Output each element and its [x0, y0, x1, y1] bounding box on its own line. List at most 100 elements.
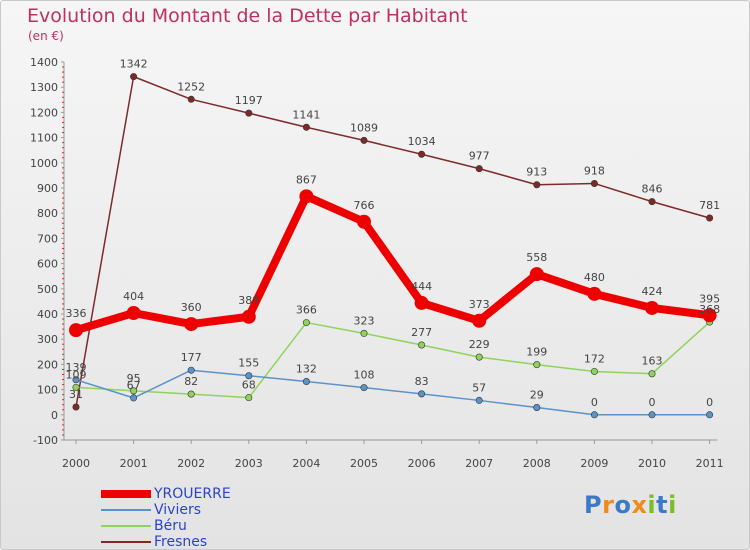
- series-lines: [69, 73, 717, 419]
- data-label: 0: [591, 396, 598, 409]
- data-point: [418, 390, 426, 398]
- data-label: 366: [296, 304, 317, 317]
- data-point: [418, 341, 426, 349]
- y-minor-tick: [62, 434, 64, 436]
- y-tick-label: 700: [37, 232, 58, 245]
- logo-letter: o: [614, 491, 632, 519]
- y-minor-tick: [62, 121, 64, 123]
- data-point: [130, 387, 138, 395]
- data-label: 0: [706, 396, 713, 409]
- y-minor-tick: [62, 227, 64, 229]
- data-point: [475, 396, 483, 404]
- x-tick-label: 2003: [235, 457, 263, 470]
- y-minor-tick: [62, 76, 64, 78]
- data-label: 867: [296, 173, 317, 186]
- x-tick-label: 2010: [638, 457, 666, 470]
- y-minor-tick: [62, 373, 64, 375]
- y-minor-tick: [62, 394, 64, 396]
- y-minor-tick: [62, 71, 64, 73]
- y-minor-tick: [62, 258, 64, 260]
- y-tick-label: 800: [37, 207, 58, 220]
- y-minor-tick: [62, 283, 64, 285]
- y-minor-tick: [62, 424, 64, 426]
- x-tick-label: 2006: [408, 457, 436, 470]
- data-label: 277: [411, 326, 432, 339]
- data-point: [533, 181, 541, 189]
- data-label: 132: [296, 363, 317, 376]
- data-point: [587, 286, 602, 301]
- legend-swatch-fresnes: [101, 541, 151, 543]
- y-minor-tick: [62, 116, 64, 118]
- series-line-viviers: [75, 369, 711, 416]
- data-point: [245, 109, 253, 117]
- data-label: 781: [699, 199, 720, 212]
- data-label: 67: [127, 379, 141, 392]
- y-minor-tick: [62, 91, 64, 93]
- data-label: 1034: [408, 135, 436, 148]
- data-label: 323: [354, 314, 375, 327]
- y-minor-tick: [62, 172, 64, 174]
- data-label: 918: [584, 164, 605, 177]
- y-tick-label: 400: [37, 308, 58, 321]
- data-label: 31: [69, 388, 83, 401]
- data-point: [302, 319, 310, 327]
- axes: -100010020030040050060070080090010001100…: [30, 56, 724, 470]
- data-label: 29: [530, 388, 544, 401]
- y-minor-tick: [62, 399, 64, 401]
- chart-title: Evolution du Montant de la Dette par Hab…: [27, 5, 468, 27]
- data-point: [72, 403, 80, 411]
- y-minor-tick: [62, 177, 64, 179]
- data-label: 360: [181, 301, 202, 314]
- data-label: 336: [66, 307, 87, 320]
- y-tick-label: 100: [37, 384, 58, 397]
- y-minor-tick: [62, 278, 64, 280]
- proxiti-logo: Proxiti: [584, 491, 677, 519]
- legend-label-fresnes: Fresnes: [154, 534, 208, 550]
- data-label: 68: [242, 379, 256, 392]
- y-minor-tick: [62, 293, 64, 295]
- data-point: [533, 403, 541, 411]
- y-tick-label: 0: [51, 409, 58, 422]
- data-point: [302, 123, 310, 131]
- data-label: 1089: [350, 121, 378, 134]
- y-minor-tick: [62, 384, 64, 386]
- y-minor-tick: [62, 147, 64, 149]
- data-point: [357, 214, 371, 229]
- y-tick-label: 1000: [30, 157, 58, 170]
- y-minor-tick: [62, 242, 64, 244]
- y-minor-tick: [62, 348, 64, 350]
- data-label: 846: [642, 183, 663, 196]
- data-point: [648, 411, 656, 419]
- y-minor-tick: [62, 333, 64, 335]
- data-label: 95: [127, 372, 141, 385]
- data-point: [706, 411, 714, 419]
- series-line-béru: [75, 321, 711, 399]
- data-label: 163: [642, 355, 663, 368]
- y-minor-tick: [62, 429, 64, 431]
- y-minor-tick: [62, 253, 64, 255]
- data-label: 1342: [120, 58, 148, 71]
- data-point: [648, 198, 656, 206]
- data-point: [187, 390, 195, 398]
- data-label: 109: [66, 368, 87, 381]
- y-minor-tick: [62, 353, 64, 355]
- logo-letter: i: [647, 491, 657, 519]
- y-minor-tick: [62, 222, 64, 224]
- legend-swatch-viviers: [101, 509, 151, 511]
- data-point: [245, 372, 253, 380]
- y-minor-tick: [62, 343, 64, 345]
- data-point: [72, 376, 80, 384]
- y-minor-tick: [62, 303, 64, 305]
- logo-letter: r: [602, 491, 615, 519]
- data-label: 155: [238, 357, 259, 370]
- data-point: [302, 378, 310, 386]
- data-label: 1252: [177, 80, 205, 93]
- y-minor-tick: [62, 202, 64, 204]
- data-point: [590, 367, 598, 375]
- data-label: 404: [123, 290, 144, 303]
- data-point: [648, 370, 656, 378]
- y-minor-tick: [62, 273, 64, 275]
- data-label: 558: [526, 251, 547, 264]
- y-tick-label: 900: [37, 182, 58, 195]
- data-point: [472, 313, 487, 328]
